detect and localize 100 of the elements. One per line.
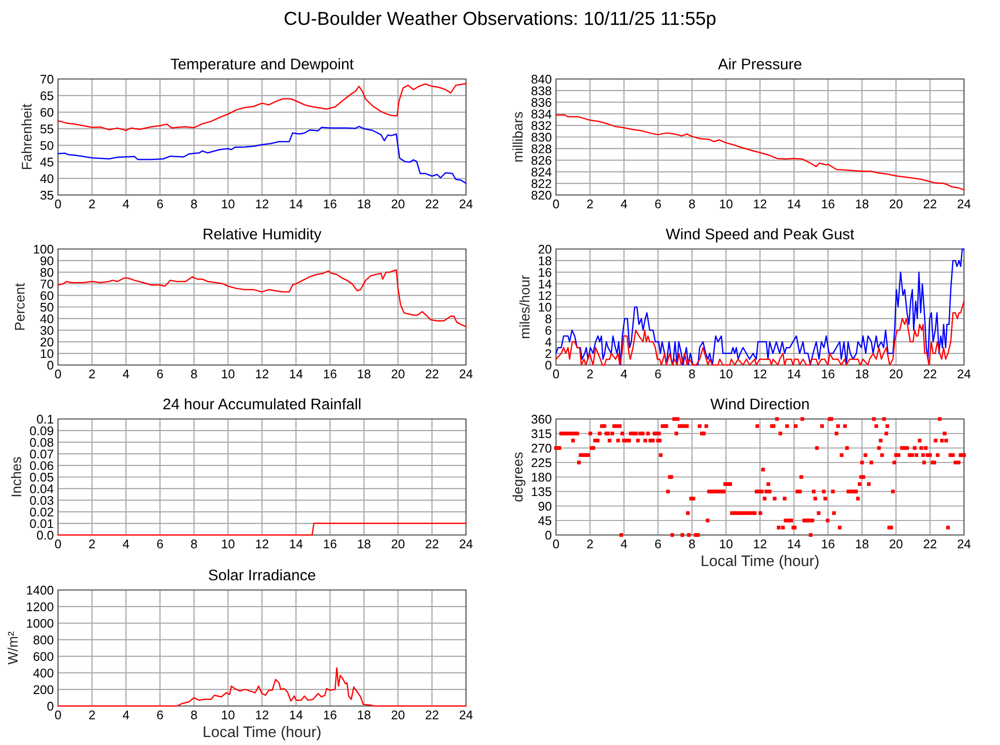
- x-tick-label: 8: [689, 369, 695, 378]
- y-tick-label: 400: [33, 668, 54, 678]
- x-tick-label: 22: [924, 539, 936, 548]
- x-tick-label: 20: [890, 539, 902, 548]
- y-tick-label: 0.02: [30, 508, 54, 516]
- x-tick-label: 14: [788, 370, 801, 378]
- y-tick-label: 200: [34, 685, 54, 694]
- x-tick-label: 0: [553, 369, 559, 378]
- y-tick-label: 1000: [26, 618, 54, 628]
- x-tick-label: 0: [55, 199, 61, 208]
- text: CU-Boulder Weather Observations: 10/11/25 11:55p: [284, 11, 716, 29]
- y-tick-label: 0: [545, 360, 552, 370]
- x-tick-label: 16: [324, 199, 336, 208]
- x-tick-label: 2: [587, 539, 593, 548]
- y-tick-label: 820: [532, 190, 552, 200]
- y-tick-label: 90: [538, 502, 552, 511]
- y-tick-label: 20: [40, 338, 54, 346]
- x-tick-label: 4: [122, 540, 130, 548]
- x-tick-label: 8: [191, 369, 197, 378]
- line-series: [57, 269, 467, 328]
- x-tick-label: 0: [553, 199, 559, 208]
- x-tick-label: 10: [720, 199, 732, 208]
- x-tick-label: 0: [553, 539, 559, 548]
- x-tick-label: 12: [754, 199, 766, 208]
- y-tick-label: 60: [40, 108, 54, 117]
- x-tick-label: 2: [89, 710, 95, 720]
- y-tick-label: 0.05: [30, 472, 54, 482]
- y-axis-title: Percent: [14, 283, 25, 330]
- chart-title: Relative Humidity: [204, 228, 322, 242]
- line-series: [57, 126, 467, 184]
- y-tick-label: 40: [40, 174, 54, 184]
- y-tick-label: 834: [532, 110, 552, 118]
- y-tick-label: 826: [532, 156, 552, 165]
- x-tick-label: 6: [655, 199, 661, 208]
- line-series: [57, 83, 467, 131]
- x-tick-label: 6: [157, 199, 163, 208]
- x-tick-label: 10: [222, 369, 234, 378]
- y-tick-label: 35: [40, 190, 54, 200]
- x-tick-label: 4: [122, 710, 130, 720]
- x-tick-label: 18: [358, 199, 370, 208]
- x-tick-label: 22: [924, 199, 936, 208]
- x-tick-label: 4: [620, 200, 628, 208]
- x-tick-label: 8: [689, 539, 695, 548]
- y-tick-label: 0: [47, 702, 54, 711]
- y-tick-label: 838: [532, 86, 552, 96]
- x-tick-label: 18: [358, 369, 370, 378]
- y-tick-label: 0: [545, 530, 552, 540]
- x-tick-label: 6: [157, 710, 163, 720]
- x-tick-label: 10: [222, 539, 234, 548]
- x-tick-label: 10: [222, 199, 234, 208]
- x-tick-label: 0: [55, 539, 61, 548]
- y-tick-label: 270: [532, 444, 552, 453]
- x-tick-label: 4: [620, 540, 628, 548]
- y-tick-label: 822: [532, 179, 552, 188]
- y-tick-label: 4: [545, 338, 552, 346]
- y-tick-label: 90: [40, 256, 54, 266]
- x-tick-label: 24: [958, 539, 971, 548]
- y-tick-label: 800: [34, 636, 54, 644]
- y-tick-label: 100: [34, 244, 54, 254]
- y-tick-label: 14: [538, 280, 552, 288]
- chart-title: Wind Direction: [710, 398, 809, 410]
- y-tick-label: 45: [40, 158, 54, 167]
- x-tick-label: 4: [122, 370, 130, 378]
- y-tick-label: 60: [40, 291, 54, 300]
- y-tick-label: 360: [531, 414, 552, 424]
- y-tick-label: 16: [538, 268, 552, 277]
- chart-title: Wind Speed and Peak Gust: [666, 228, 854, 242]
- x-tick-label: 24: [460, 369, 473, 378]
- x-tick-label: 12: [256, 539, 268, 548]
- x-tick-label: 24: [460, 539, 473, 548]
- y-tick-label: 45: [538, 516, 552, 526]
- x-tick-label: 16: [822, 369, 834, 378]
- y-tick-label: 840: [532, 74, 552, 84]
- x-tick-label: 4: [620, 370, 628, 378]
- y-tick-label: 1400: [26, 586, 54, 595]
- y-tick-label: 828: [532, 144, 552, 154]
- y-tick-label: 0.08: [30, 438, 54, 447]
- x-tick-label: 8: [689, 199, 695, 208]
- x-tick-label: 14: [290, 540, 303, 548]
- x-tick-label: 12: [256, 369, 268, 378]
- x-tick-label: 10: [720, 369, 732, 378]
- y-tick-label: 135: [532, 487, 552, 496]
- x-tick-label: 18: [358, 710, 370, 720]
- x-tick-label: 14: [290, 370, 303, 378]
- x-tick-label: 22: [426, 710, 438, 720]
- x-tick-label: 10: [720, 539, 732, 548]
- x-tick-label: 20: [890, 199, 902, 208]
- y-tick-label: 836: [532, 98, 552, 107]
- x-tick-label: 8: [191, 199, 197, 208]
- y-tick-label: 8: [545, 314, 552, 324]
- x-tick-label: 24: [460, 199, 473, 208]
- y-tick-label: 12: [538, 291, 552, 300]
- y-tick-label: 600: [34, 652, 54, 661]
- y-tick-label: 0.1: [36, 414, 54, 424]
- x-tick-label: 18: [856, 369, 868, 378]
- x-tick-label: 2: [89, 369, 95, 378]
- y-tick-label: 2: [546, 349, 552, 358]
- x-tick-label: 16: [324, 710, 336, 720]
- x-tick-label: 16: [324, 369, 336, 378]
- y-axis-title: millibars: [512, 112, 523, 162]
